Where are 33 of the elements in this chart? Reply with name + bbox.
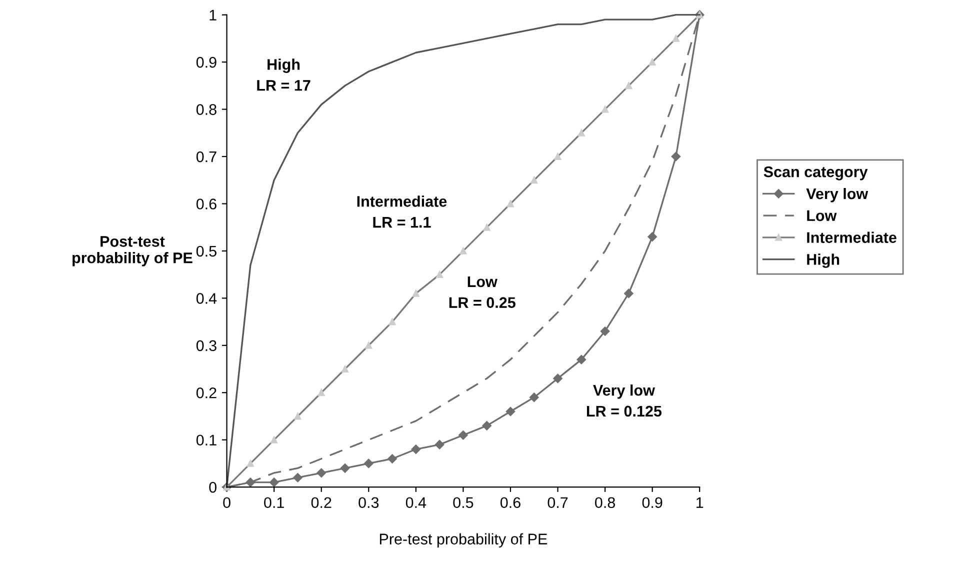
x-tick-label: 0.4 [406,497,426,508]
x-tick-label: 0.3 [358,497,379,508]
x-tick-label: 0.5 [453,497,474,508]
y-tick-label: 0.9 [196,56,216,68]
x-tick-label: 1 [696,497,704,508]
x-tick-label: 0 [223,497,230,508]
annotation: Low LR = 0.25 [449,276,516,308]
y-tick-label: 1 [210,10,216,20]
legend-label: Low [807,210,837,222]
x-tick-label: 0.2 [311,497,332,508]
x-tick-label: 0.9 [642,497,662,508]
x-tick-label: 0.7 [548,497,568,508]
legend-title: Scan category [764,166,868,180]
y-tick-label: 0.2 [196,387,216,398]
legend-label: High [807,254,840,268]
annotation: Intermediate LR = 1.1 [357,196,447,228]
annotation: Very low LR = 0.125 [586,384,662,417]
y-axis-title: Post-test probability of PE [72,236,192,266]
y-tick-label: 0 [209,482,216,493]
legend-label: Very low [806,188,868,202]
y-tick-label: 0.1 [196,434,216,446]
y-tick-label: 0.5 [196,246,216,257]
x-tick-label: 0.8 [595,497,615,508]
x-axis-title: Pre-test probability of PE [380,533,548,548]
x-tick-label: 0.6 [500,497,520,508]
y-tick-label: 0.4 [196,293,217,304]
legend-label: Intermediate [807,232,896,243]
y-tick-label: 0.3 [196,340,216,352]
y-tick-label: 0.6 [196,198,216,210]
annotation: High LR = 17 [257,58,310,91]
x-tick-label: 0.1 [264,497,284,508]
y-tick-label: 0.8 [196,104,216,115]
y-tick-label: 0.7 [196,151,216,162]
